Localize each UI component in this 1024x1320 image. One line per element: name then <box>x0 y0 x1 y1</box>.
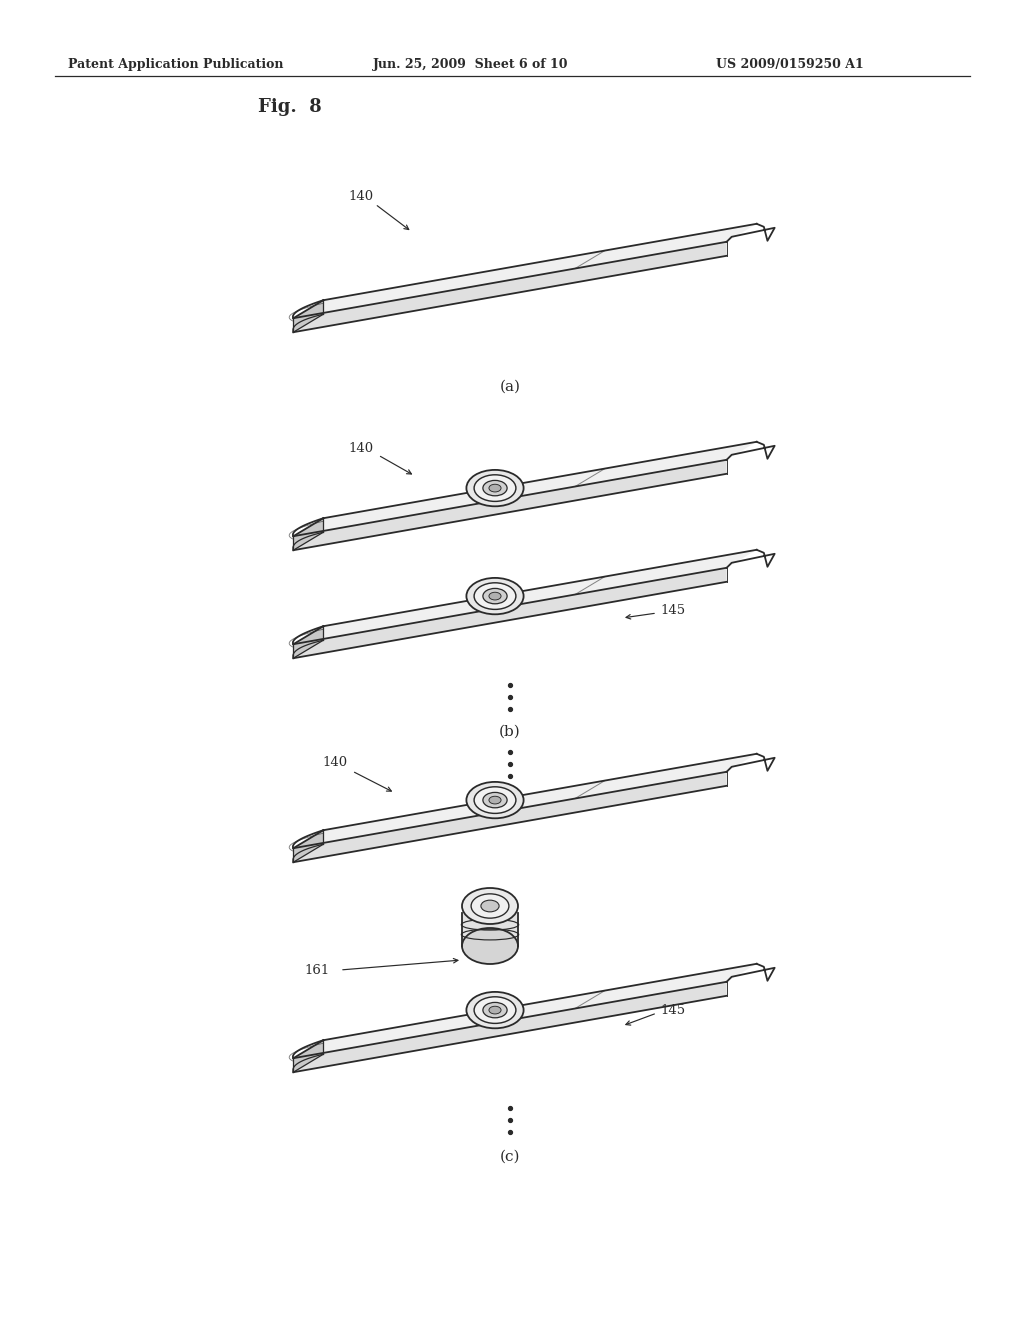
Ellipse shape <box>483 792 507 808</box>
Polygon shape <box>293 626 324 659</box>
Polygon shape <box>293 519 324 550</box>
Polygon shape <box>293 568 727 659</box>
Ellipse shape <box>488 593 501 601</box>
Ellipse shape <box>483 589 507 603</box>
Text: US 2009/0159250 A1: US 2009/0159250 A1 <box>716 58 864 71</box>
Ellipse shape <box>462 888 518 924</box>
Polygon shape <box>293 964 757 1059</box>
Ellipse shape <box>466 578 523 614</box>
Polygon shape <box>293 772 727 862</box>
Polygon shape <box>293 754 757 849</box>
Polygon shape <box>293 224 757 318</box>
Polygon shape <box>293 459 727 550</box>
Text: 161: 161 <box>304 964 330 977</box>
Text: 140: 140 <box>348 441 373 454</box>
Text: 140: 140 <box>348 190 373 202</box>
Polygon shape <box>293 442 757 536</box>
Ellipse shape <box>471 894 509 919</box>
Ellipse shape <box>462 928 518 964</box>
Polygon shape <box>293 1040 324 1072</box>
Ellipse shape <box>481 900 499 912</box>
Ellipse shape <box>488 1006 501 1014</box>
Ellipse shape <box>483 480 507 496</box>
Text: Jun. 25, 2009  Sheet 6 of 10: Jun. 25, 2009 Sheet 6 of 10 <box>373 58 568 71</box>
Ellipse shape <box>474 997 516 1023</box>
Polygon shape <box>293 982 727 1072</box>
Ellipse shape <box>466 470 523 507</box>
Polygon shape <box>293 550 757 644</box>
Text: (c): (c) <box>500 1150 520 1164</box>
Text: (a): (a) <box>500 380 520 393</box>
Text: (b): (b) <box>499 725 521 739</box>
Ellipse shape <box>474 583 516 610</box>
Polygon shape <box>293 300 324 333</box>
Ellipse shape <box>466 781 523 818</box>
Ellipse shape <box>488 484 501 492</box>
Ellipse shape <box>466 991 523 1028</box>
Text: 140: 140 <box>322 755 347 768</box>
Ellipse shape <box>474 475 516 502</box>
Text: Patent Application Publication: Patent Application Publication <box>68 58 284 71</box>
Polygon shape <box>293 242 727 333</box>
Ellipse shape <box>488 796 501 804</box>
Polygon shape <box>293 830 324 862</box>
Text: Fig.  8: Fig. 8 <box>258 98 322 116</box>
Ellipse shape <box>483 1002 507 1018</box>
Text: 145: 145 <box>660 1003 685 1016</box>
Ellipse shape <box>474 787 516 813</box>
Text: 145: 145 <box>660 603 685 616</box>
